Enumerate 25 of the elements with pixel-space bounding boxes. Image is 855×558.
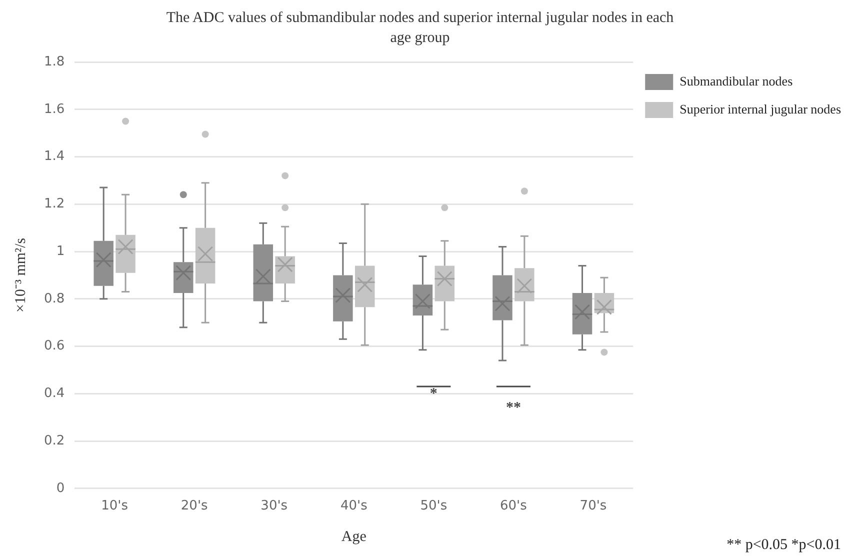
x-tick-label: 40's <box>340 498 368 514</box>
chart-title: The ADC values of submandibular nodes and superior internal jugular nodes in each age group <box>165 9 675 48</box>
legend-label: Superior internal jugular nodes <box>680 101 842 116</box>
y-tick-label: 1.8 <box>44 54 65 70</box>
y-tick-label: 0.4 <box>44 386 65 402</box>
x-tick-label: 30's <box>260 498 288 514</box>
y-tick-label: 0.6 <box>44 338 65 354</box>
y-tick-label: 1.2 <box>44 196 65 212</box>
annotation: ** <box>504 400 522 416</box>
y-tick-label: 1.4 <box>44 149 65 164</box>
x-tick-label: 20's <box>180 498 208 514</box>
legend-label: Submandibular nodes <box>680 73 793 88</box>
x-tick-label: 60's <box>500 498 528 514</box>
x-tick-label: 50's <box>420 498 448 514</box>
y-tick-label: 0.8 <box>44 291 65 306</box>
x-tick-label: 10's <box>101 498 128 514</box>
y-tick-label: 0.2 <box>44 433 65 448</box>
y-tick-label: 0 <box>56 480 65 496</box>
x-tick-label: 70's <box>580 498 607 514</box>
x-axis-title: Age <box>341 528 367 545</box>
y-axis-title: ×10⁻³ mm²/s <box>12 238 29 312</box>
annotation: * <box>428 386 438 402</box>
y-tick-label: 1.6 <box>44 102 65 117</box>
y-tick-label: 1 <box>56 244 65 259</box>
text: ** p<0.05 *p<0.01 <box>726 537 841 554</box>
